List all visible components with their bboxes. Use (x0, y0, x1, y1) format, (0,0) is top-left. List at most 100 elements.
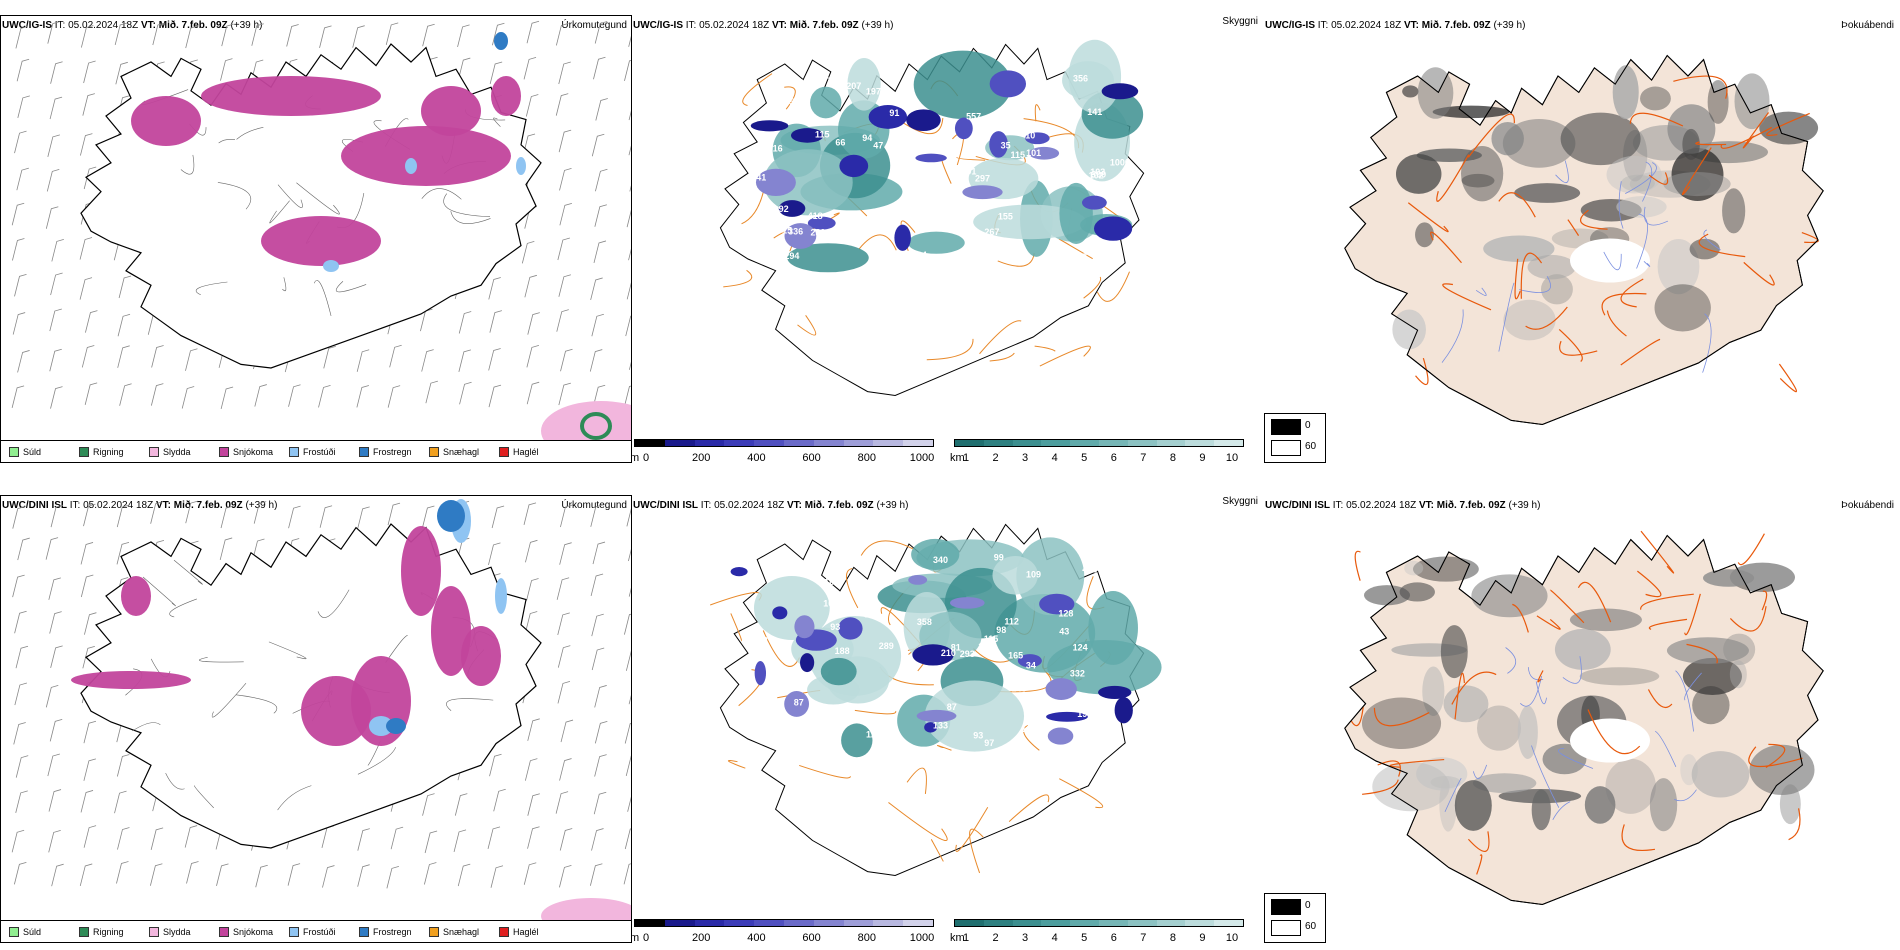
colorbar-segment (1156, 440, 1186, 446)
visibility-value-label: 102 (1089, 171, 1104, 181)
fog-key: 0 60 (1264, 413, 1326, 463)
wind-barb (80, 542, 94, 565)
legend-swatch (359, 927, 369, 937)
river (1684, 672, 1702, 701)
fog-cell (1514, 183, 1581, 203)
road (1536, 615, 1561, 630)
road (854, 709, 897, 715)
colorbar-segment (664, 920, 695, 926)
wind-barb (50, 386, 63, 409)
wind-barb (85, 310, 98, 333)
road (888, 802, 948, 842)
fog-cell (1363, 585, 1411, 606)
wind-barb (288, 505, 301, 529)
colorbar-segment (754, 440, 784, 446)
glacier-white (1570, 238, 1650, 283)
visibility-value-label: 332 (1070, 669, 1085, 679)
colorbar-segment (1214, 440, 1243, 446)
river (1562, 656, 1582, 684)
wind-barb (118, 275, 132, 299)
visibility-value-label: 158 (753, 635, 768, 645)
visibility-value-label: 92 (793, 112, 803, 122)
road (730, 613, 742, 642)
cloudbase-area (730, 566, 748, 577)
road (1514, 258, 1521, 300)
fog-cell (1616, 196, 1667, 218)
wind-barb (524, 611, 538, 634)
road (236, 127, 264, 140)
cloudbase-area (1093, 216, 1133, 241)
road (450, 211, 491, 224)
wind-barb (47, 134, 60, 157)
wind-barb (116, 754, 130, 777)
wind-barb (116, 504, 130, 528)
fog-cell (1440, 625, 1468, 679)
fog-cell (1361, 697, 1442, 749)
visibility-area (810, 86, 842, 119)
wind-barb (527, 793, 540, 816)
wind-barb (628, 110, 631, 121)
wind-barb (556, 577, 570, 600)
panel-title: UWC/IG-IS IT: 05.02.2024 18Z VT: Mið. 7.… (2, 20, 262, 31)
visibility-area (992, 556, 1038, 595)
wind-barb (14, 130, 27, 154)
fog-cell (1527, 254, 1576, 280)
wind-barb (590, 573, 604, 597)
road (926, 338, 974, 361)
panel-title: UWC/DINI ISL IT: 05.02.2024 18Z VT: Mið.… (1265, 500, 1540, 511)
wind-barb (323, 345, 336, 369)
road (1673, 75, 1728, 99)
valid-time: Mið. 7.feb. 09Z (1436, 500, 1506, 511)
fog-cell (1422, 666, 1445, 717)
road (493, 117, 501, 127)
panel-title: UWC/DINI ISL IT: 05.02.2024 18Z VT: Mið.… (2, 500, 277, 511)
road (1567, 219, 1580, 236)
legend-label: Snæhagl (443, 927, 480, 937)
road (142, 576, 176, 607)
road (723, 269, 753, 288)
legend-label: Snjókoma (233, 927, 274, 937)
wind-barb (45, 685, 59, 708)
colorbar-unit: km (950, 452, 965, 463)
legend-swatch (289, 447, 299, 457)
wind-barb (318, 385, 331, 408)
colorbar-tick: 400 (747, 932, 766, 943)
cloudbase-area (790, 128, 824, 143)
wind-barb (286, 24, 299, 47)
wind-barb (255, 864, 268, 888)
visibility-value-label: 188 (835, 646, 850, 656)
wind-barb (557, 645, 571, 668)
wind-barb (16, 58, 30, 82)
fog-key-value-0: 0 (1305, 900, 1311, 911)
colorbar-tick: 1 (962, 452, 970, 463)
visibility-value-label: 17 (1054, 107, 1064, 117)
wind-barb (49, 611, 62, 634)
colorbar-strip (954, 919, 1244, 927)
wind-barb (253, 501, 267, 524)
legend-item: Frostregn (359, 927, 412, 937)
road (979, 320, 1022, 355)
wind-barb (50, 272, 63, 296)
visibility-map: 195 128 81 98 158 108 87 87 112 105 145 109 97 124 188… (710, 523, 1162, 877)
fog-key-swatch-0 (1271, 419, 1301, 435)
fog-cell (1734, 73, 1770, 130)
wind-barb (591, 313, 604, 337)
legend-swatch (219, 447, 229, 457)
valid-time-label: VT: (140, 20, 156, 31)
wind-barb (84, 382, 98, 405)
lead-time: (+39 h) (1493, 20, 1526, 31)
wind-barb (11, 202, 25, 226)
river (1475, 287, 1487, 296)
legend-item: Frostúði (289, 447, 336, 457)
river (1643, 206, 1669, 226)
road (1637, 570, 1662, 598)
wind-barb (49, 96, 63, 120)
valid-time-label: VT: (1403, 20, 1419, 31)
valid-time: Mið. 7.feb. 09Z (804, 500, 874, 511)
visibility-area (911, 538, 960, 570)
road (1629, 112, 1684, 127)
wind-barb (80, 790, 94, 813)
colorbar-unit: km (950, 932, 965, 943)
road (1058, 238, 1093, 260)
visibility-value-label: 580 (840, 220, 855, 230)
